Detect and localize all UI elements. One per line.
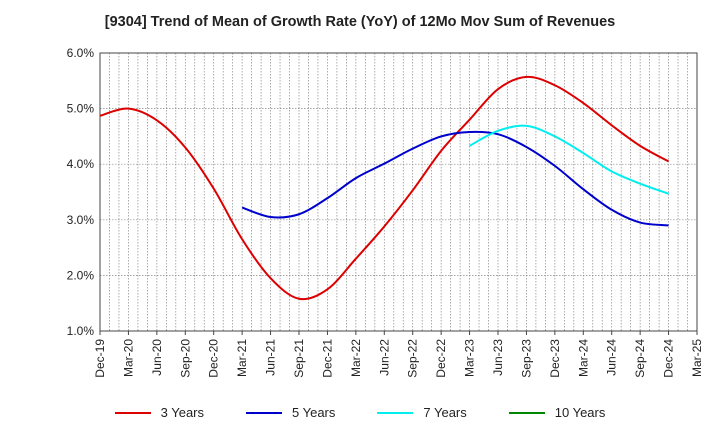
y-tick-label: 1.0% — [67, 324, 95, 338]
legend-swatch — [508, 411, 545, 414]
x-tick-label: Jun-23 — [491, 339, 505, 376]
x-tick-label: Mar-20 — [121, 339, 135, 377]
y-tick-label: 2.0% — [67, 268, 95, 282]
x-tick-label: Sep-20 — [178, 339, 192, 378]
legend-swatch — [377, 411, 414, 414]
x-tick-label: Sep-23 — [519, 339, 533, 378]
x-tick-label: Sep-22 — [406, 339, 420, 378]
grid-lines — [100, 53, 697, 331]
legend: 3 Years 5 Years 7 Years 10 Years — [0, 405, 720, 420]
x-tick-label: Dec-19 — [93, 339, 107, 378]
x-tick-label: Dec-22 — [434, 339, 448, 378]
x-tick-label: Sep-21 — [292, 339, 306, 378]
legend-item-7-years: 7 Years — [377, 405, 467, 420]
x-tick-label: Mar-22 — [349, 339, 363, 377]
legend-swatch — [114, 411, 151, 414]
y-tick-label: 5.0% — [67, 102, 95, 116]
x-tick-label: Mar-23 — [463, 339, 477, 377]
x-tick-label: Jun-20 — [150, 339, 164, 376]
legend-label: 3 Years — [160, 405, 204, 420]
chart-title: [9304] Trend of Mean of Growth Rate (YoY… — [104, 14, 616, 30]
x-tick-label: Jun-22 — [377, 339, 391, 376]
legend-item-3-years: 3 Years — [114, 405, 204, 420]
legend-swatch — [246, 411, 282, 414]
y-tick-label: 6.0% — [67, 46, 95, 60]
legend-item-10-years: 10 Years — [508, 405, 606, 420]
y-tick-label: 3.0% — [67, 213, 95, 227]
x-tick-label: Jun-24 — [605, 339, 619, 376]
x-tick-label: Dec-20 — [207, 339, 221, 378]
series-line-7-years — [469, 124, 669, 195]
legend-label: 5 Years — [292, 405, 336, 420]
series-line-5-years — [241, 130, 669, 227]
legend-label: 7 Years — [423, 405, 467, 420]
x-axis: Dec-19 Mar-20 Jun-20 Sep-20 Dec-20 Mar-21 Jun-… — [93, 331, 704, 378]
x-tick-label: Mar-21 — [235, 339, 249, 377]
legend-label: 10 Years — [554, 405, 606, 420]
x-tick-label: Dec-21 — [320, 339, 334, 378]
x-tick-label: Sep-24 — [633, 339, 647, 378]
legend-item-5-years: 5 Years — [246, 405, 335, 420]
y-axis: 1.0% 2.0% 3.0% 4.0% 5.0% 6.0% — [67, 46, 95, 338]
series-layer — [99, 75, 670, 301]
series-line-3-years — [99, 75, 670, 301]
x-tick-label: Jun-21 — [264, 339, 278, 376]
x-tick-label: Dec-23 — [548, 339, 562, 378]
x-tick-label: Mar-24 — [576, 339, 590, 377]
x-tick-label: Dec-24 — [662, 339, 676, 378]
plot-area — [99, 52, 698, 332]
y-tick-label: 4.0% — [67, 157, 95, 171]
x-tick-label: Mar-25 — [690, 339, 704, 377]
